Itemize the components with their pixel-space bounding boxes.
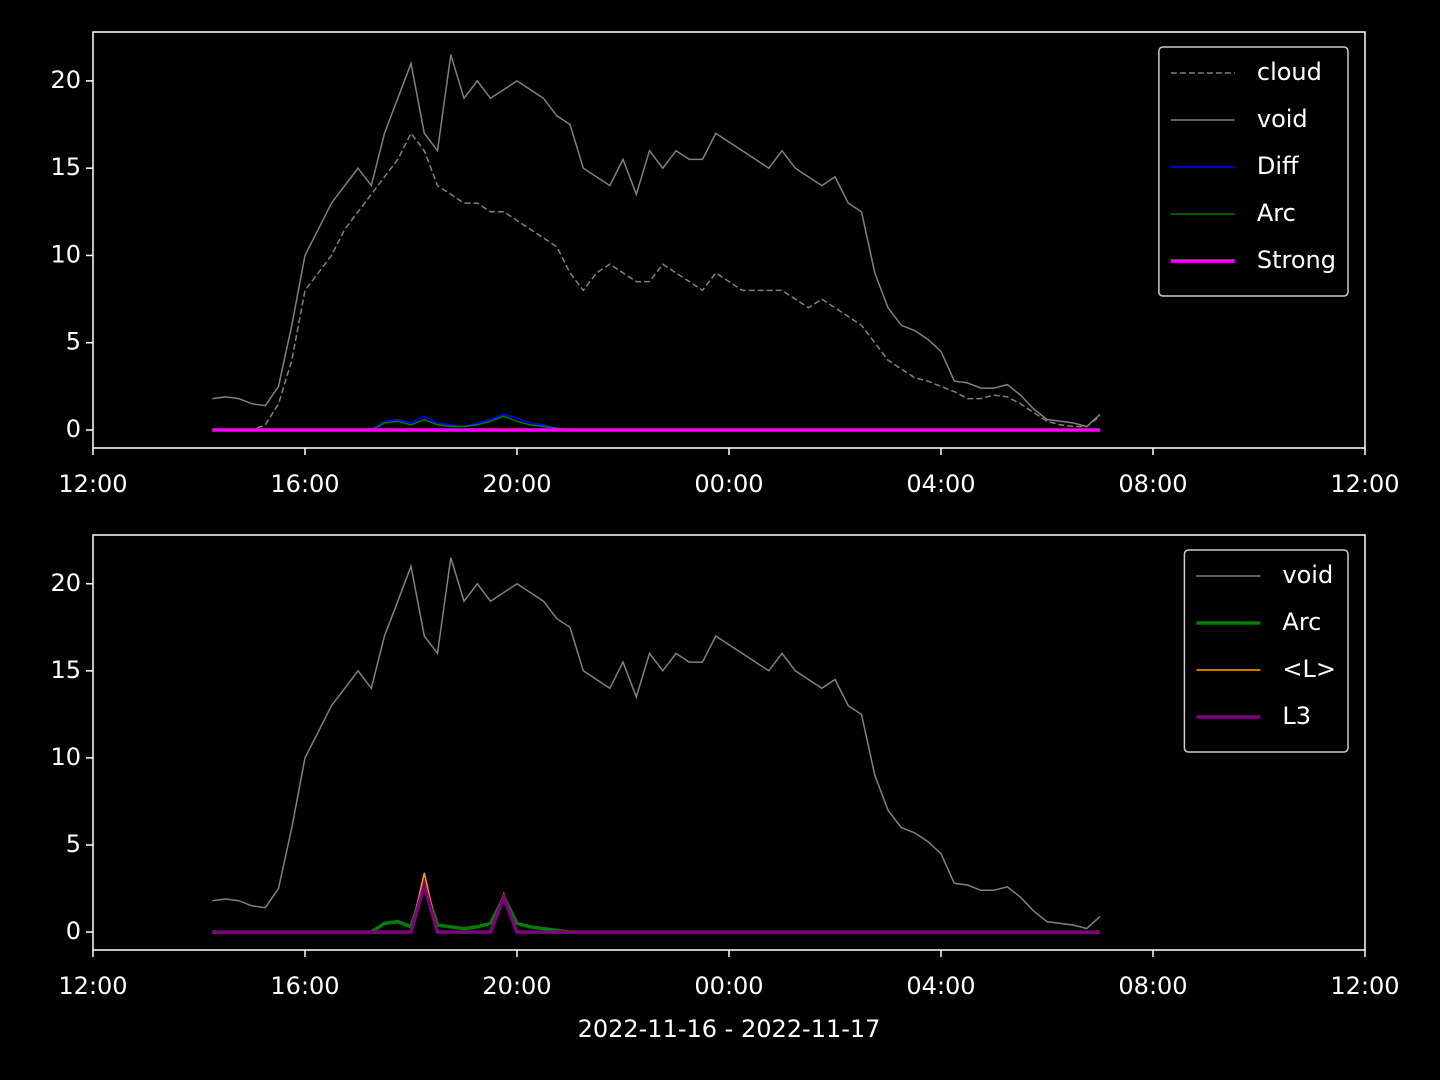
x-tick-label: 04:00 [906, 470, 975, 498]
x-tick-label: 20:00 [482, 470, 551, 498]
plot-frame [92, 534, 1366, 951]
x-tick-label: 20:00 [482, 972, 551, 1000]
x-tick-label: 08:00 [1118, 972, 1187, 1000]
y-tick-label: 20 [50, 66, 81, 94]
x-tick-label: 12:00 [58, 470, 127, 498]
x-tick-label: 08:00 [1118, 470, 1187, 498]
y-tick-label: 10 [50, 743, 81, 771]
legend-label: cloud [1257, 58, 1322, 86]
series-line [212, 131, 1101, 431]
legend-label: void [1257, 105, 1308, 133]
series-line [212, 557, 1101, 930]
x-tick-label: 12:00 [58, 972, 127, 1000]
legend-box [1158, 46, 1349, 297]
y-tick-label: 0 [66, 415, 81, 443]
x-tick-label: 16:00 [270, 972, 339, 1000]
legend-label: Diff [1257, 152, 1299, 180]
x-tick-label: 00:00 [694, 470, 763, 498]
x-tick-label: 12:00 [1330, 470, 1399, 498]
x-tick-label: 16:00 [270, 470, 339, 498]
legend: cloud void Diff Arc Strong [1158, 46, 1349, 297]
x-tick-label: 12:00 [1330, 972, 1399, 1000]
y-tick-label: 5 [66, 328, 81, 356]
legend-label: Arc [1282, 608, 1321, 636]
y-tick-label: 15 [50, 153, 81, 181]
legend-label: Arc [1257, 199, 1296, 227]
legend-box [1183, 549, 1349, 753]
x-axis-label: 2022-11-16 - 2022-11-17 [578, 1015, 881, 1043]
legend: void Arc <L> L3 [1183, 549, 1349, 753]
series-line [212, 54, 1101, 428]
legend-label: Strong [1257, 246, 1336, 274]
y-tick-label: 10 [50, 240, 81, 268]
legend-label: void [1282, 561, 1333, 589]
legend-label: <L> [1282, 655, 1336, 683]
y-tick-label: 5 [66, 830, 81, 858]
x-tick-label: 00:00 [694, 972, 763, 1000]
legend-label: L3 [1282, 702, 1311, 730]
x-tick-label: 04:00 [906, 972, 975, 1000]
series-line [212, 878, 1100, 934]
y-tick-label: 15 [50, 656, 81, 684]
plot-frame [92, 31, 1366, 449]
y-tick-label: 0 [66, 917, 81, 945]
y-tick-label: 20 [50, 569, 81, 597]
